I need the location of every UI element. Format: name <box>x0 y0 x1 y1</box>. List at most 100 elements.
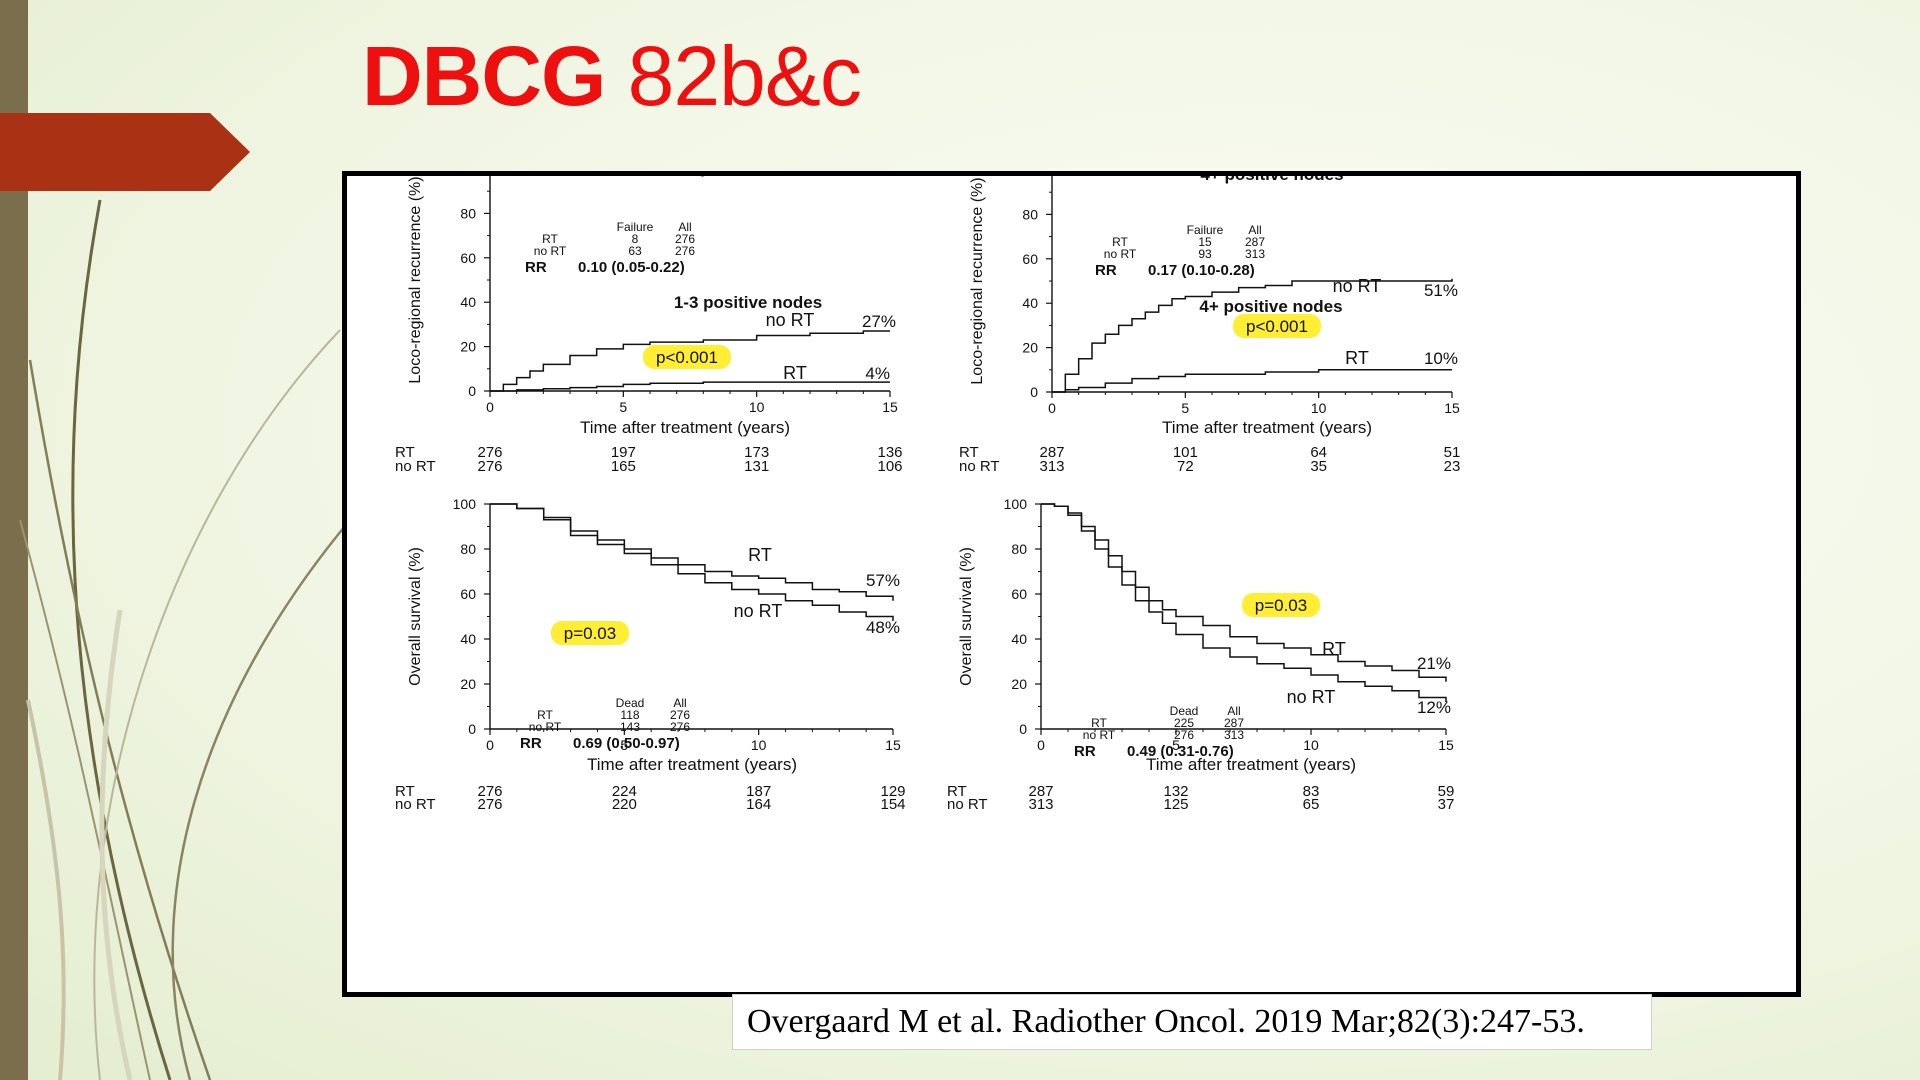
y-tick-label: 40 <box>1022 295 1038 311</box>
stats-row-value: 276 <box>675 244 695 258</box>
stats-row-value: 225 <box>1174 716 1194 730</box>
x-tick-label: 0 <box>1037 737 1045 753</box>
stats-row-value: 313 <box>1224 728 1244 742</box>
at-risk-value: 287 <box>1039 444 1064 461</box>
y-tick-label: 80 <box>460 541 476 557</box>
x-axis-label: Time after treatment (years) <box>587 755 797 774</box>
stats-header: Failure <box>617 220 654 234</box>
at-risk-label: RT <box>947 783 967 800</box>
series-end-value: 48% <box>866 618 900 637</box>
x-tick-label: 15 <box>882 399 898 415</box>
y-tick-label: 20 <box>460 339 476 355</box>
y-tick-label: 20 <box>1011 676 1027 692</box>
rr-value: 0.69 (0.50-0.97) <box>573 735 680 752</box>
at-risk-value: 35 <box>1310 458 1327 475</box>
at-risk-value: 197 <box>611 444 636 461</box>
y-tick-label: 20 <box>460 676 476 692</box>
x-tick-label: 10 <box>751 737 767 753</box>
pvalue-highlight <box>1242 593 1320 617</box>
stats-row-label: RT <box>1112 235 1128 249</box>
at-risk-value: 37 <box>1438 796 1455 813</box>
panel-title: 4+ positive nodes <box>1200 176 1343 184</box>
stats-header: All <box>673 696 686 710</box>
stats-header: All <box>1248 223 1261 237</box>
rr-label: RR <box>1095 262 1117 279</box>
series-end-value: 57% <box>866 571 900 590</box>
x-tick-label: 5 <box>1181 400 1189 416</box>
panel-title: 1-3 positive nodes <box>674 293 822 312</box>
y-tick-label: 100 <box>1015 176 1039 178</box>
series-label: no RT <box>1287 687 1336 707</box>
stats-row-label: RT <box>1091 716 1107 730</box>
x-axis-label: Time after treatment (years) <box>1146 755 1356 774</box>
y-tick-label: 0 <box>1019 721 1027 737</box>
series-label: RT <box>783 363 807 383</box>
stats-row-value: 118 <box>620 708 639 722</box>
y-tick-label: 0 <box>468 383 476 399</box>
stats-header: All <box>678 220 691 234</box>
at-risk-value: 51 <box>1444 444 1461 461</box>
stats-row-value: 63 <box>628 244 642 258</box>
y-axis-label: Overall survival (%) <box>958 547 975 686</box>
series-label: no RT <box>734 601 783 621</box>
x-tick-label: 5 <box>620 737 628 753</box>
y-tick-label: 100 <box>453 496 477 512</box>
at-risk-value: 220 <box>612 796 637 813</box>
rr-label: RR <box>1074 743 1096 760</box>
at-risk-value: 125 <box>1163 796 1188 813</box>
at-risk-value: 224 <box>612 783 637 800</box>
x-tick-label: 15 <box>885 737 901 753</box>
at-risk-value: 101 <box>1173 444 1198 461</box>
at-risk-value: 164 <box>746 796 771 813</box>
x-tick-label: 10 <box>1303 737 1319 753</box>
stats-row-label: no RT <box>529 720 562 734</box>
stats-row-label: RT <box>542 232 558 246</box>
at-risk-label: RT <box>395 444 415 461</box>
series-label: no RT <box>1333 276 1382 296</box>
stats-row-value: 15 <box>1198 235 1212 249</box>
series-line-no-rt <box>490 503 894 621</box>
y-tick-label: 100 <box>1004 496 1028 512</box>
series-end-value: 51% <box>1424 281 1458 300</box>
y-tick-label: 80 <box>1022 206 1038 222</box>
stats-header: All <box>1227 704 1240 718</box>
stats-row-value: 93 <box>1198 247 1212 261</box>
at-risk-value: 276 <box>477 458 502 475</box>
x-tick-label: 5 <box>1172 737 1180 753</box>
series-label: RT <box>1322 639 1346 659</box>
x-axis-label: Time after treatment (years) <box>580 418 790 437</box>
accent-arrow-tab <box>0 113 250 191</box>
x-axis-label: Time after treatment (years) <box>1162 418 1372 437</box>
stats-row-label: RT <box>537 708 553 722</box>
y-axis-label: Overall survival (%) <box>407 547 424 686</box>
at-risk-value: 65 <box>1303 796 1320 813</box>
at-risk-value: 313 <box>1039 458 1064 475</box>
stats-header: Dead <box>616 696 645 710</box>
stats-row-value: 143 <box>620 720 640 734</box>
pvalue-highlight <box>1233 314 1321 338</box>
y-tick-label: 60 <box>460 250 476 266</box>
title-bold-part: DBCG <box>362 29 606 123</box>
at-risk-value: 59 <box>1438 783 1455 800</box>
series-end-value: 12% <box>1417 698 1451 717</box>
y-tick-label: 20 <box>1022 340 1038 356</box>
stats-row-label: no RT <box>1083 728 1116 742</box>
at-risk-value: 165 <box>611 458 636 475</box>
at-risk-label: no RT <box>395 796 436 813</box>
series-end-value: 21% <box>1417 654 1451 673</box>
at-risk-value: 23 <box>1444 458 1461 475</box>
rr-label: RR <box>525 259 547 276</box>
at-risk-value: 173 <box>744 444 769 461</box>
series-end-value: 10% <box>1424 349 1458 368</box>
stats-row-value: 313 <box>1245 247 1265 261</box>
y-tick-label: 60 <box>1022 251 1038 267</box>
x-tick-label: 0 <box>486 737 494 753</box>
stats-row-value: 276 <box>675 232 695 246</box>
at-risk-value: 129 <box>880 783 905 800</box>
y-tick-label: 80 <box>1011 541 1027 557</box>
y-tick-label: 40 <box>1011 631 1027 647</box>
at-risk-value: 72 <box>1177 458 1194 475</box>
x-tick-label: 15 <box>1438 737 1454 753</box>
at-risk-value: 106 <box>877 458 902 475</box>
